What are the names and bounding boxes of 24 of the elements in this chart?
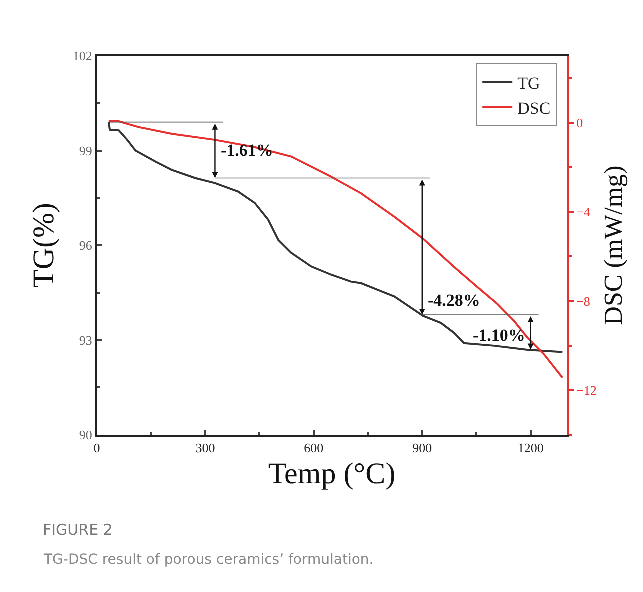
annotation: -1.10% xyxy=(473,326,526,345)
y2-tick-label: −8 xyxy=(576,294,590,309)
x-tick-label: 600 xyxy=(304,440,324,456)
annotation: -1.61% xyxy=(221,141,274,160)
y2-tick-label: 0 xyxy=(576,115,584,130)
x-tick-label: 900 xyxy=(412,440,432,456)
y-tick-label: 96 xyxy=(79,238,93,254)
x-tick-label: 1200 xyxy=(518,440,544,456)
annotation: -4.28% xyxy=(428,291,480,310)
y-tick-label: 99 xyxy=(79,143,92,158)
y2-axis-title: DSC (mW/mg) xyxy=(599,166,628,326)
legend-label: TG xyxy=(518,74,540,93)
legend-label: DSC xyxy=(518,98,551,118)
x-tick-label: 300 xyxy=(196,440,216,456)
y-tick-label: 90 xyxy=(79,428,92,443)
y-axis-title: TG(%) xyxy=(27,203,60,288)
caption: FIGURE 2 xyxy=(43,521,113,539)
x-tick-label: 0 xyxy=(94,440,100,456)
y2-tick-label: −4 xyxy=(576,204,591,220)
y-tick-label: 93 xyxy=(79,332,92,348)
y-tick-label: 102 xyxy=(72,48,92,64)
x-axis-title: Temp (°C) xyxy=(268,458,396,491)
y2-tick-label: −12 xyxy=(576,382,597,398)
text: TG-DSC result of porous ceramics’ formulation. xyxy=(43,552,374,568)
